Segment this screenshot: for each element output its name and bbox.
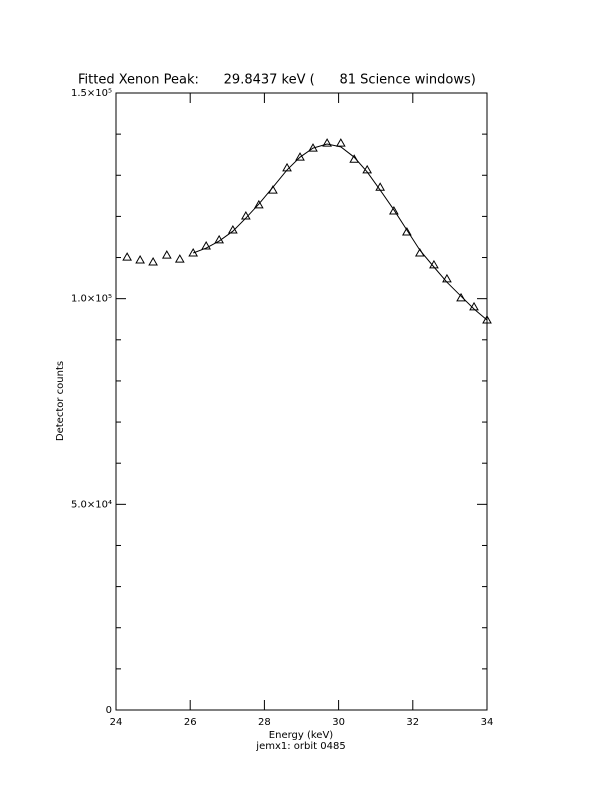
x-axis-label: Energy (keV) bbox=[269, 730, 334, 741]
plot-frame bbox=[115, 92, 488, 711]
data-point bbox=[135, 254, 145, 264]
x-tick-label: 34 bbox=[481, 717, 494, 728]
data-point bbox=[389, 206, 399, 215]
data-point bbox=[322, 138, 332, 147]
fit-line bbox=[192, 143, 488, 321]
data-point bbox=[295, 152, 305, 161]
chart-title: Fitted Xenon Peak: 29.8437 keV ( 81 Scie… bbox=[78, 73, 476, 88]
y-tick-label: 1.0×10⁵ bbox=[71, 294, 112, 305]
y-axis-label: Detector counts bbox=[55, 361, 66, 441]
data-point bbox=[122, 252, 132, 261]
data-point bbox=[148, 257, 158, 266]
y-tick-label: 0 bbox=[106, 705, 112, 716]
y-tick-label: 1.5×10⁵ bbox=[71, 88, 112, 99]
y-tick-label: 5.0×10⁴ bbox=[71, 499, 112, 510]
x-tick-label: 30 bbox=[332, 717, 345, 728]
data-point bbox=[174, 254, 185, 263]
data-point bbox=[482, 315, 492, 324]
data-point bbox=[201, 241, 212, 250]
x-tick-label: 24 bbox=[110, 717, 123, 728]
data-point bbox=[456, 292, 466, 302]
data-point bbox=[335, 138, 346, 147]
data-point bbox=[402, 227, 412, 236]
x-tick-label: 26 bbox=[184, 717, 197, 728]
data-point bbox=[161, 250, 172, 259]
x-tick-label: 32 bbox=[406, 717, 419, 728]
data-point bbox=[253, 199, 264, 209]
footnote: jemx1: orbit 0485 bbox=[255, 741, 345, 752]
x-tick-label: 28 bbox=[258, 717, 271, 728]
